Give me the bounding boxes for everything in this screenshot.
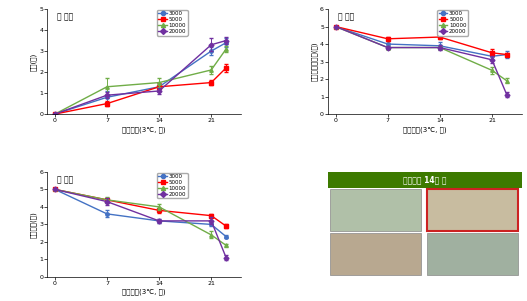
3000 — [104, 212, 110, 216]
10000 — [104, 85, 110, 88]
20000 — [208, 43, 214, 47]
Line: 20000: 20000 — [53, 39, 228, 116]
20000 — [385, 46, 391, 49]
Line: 5000: 5000 — [334, 25, 509, 56]
5000 — [104, 102, 110, 105]
10000 — [504, 79, 510, 82]
3000 — [489, 54, 495, 58]
10000 — [385, 46, 391, 49]
Line: 20000: 20000 — [53, 188, 228, 259]
10000 — [333, 25, 339, 28]
3000 — [385, 42, 391, 46]
20000 — [104, 93, 110, 97]
20000 — [208, 219, 214, 223]
5000 — [504, 53, 510, 56]
Bar — [328, 172, 522, 188]
20000 — [489, 58, 495, 62]
20000 — [333, 25, 339, 28]
3000 — [504, 53, 510, 56]
3000 — [52, 188, 58, 191]
3000 — [208, 222, 214, 226]
10000 — [52, 112, 58, 116]
5000 — [333, 25, 339, 28]
Line: 20000: 20000 — [334, 25, 509, 97]
10000 — [208, 68, 214, 72]
5000 — [104, 198, 110, 202]
20000 — [504, 93, 510, 97]
10000 — [104, 198, 110, 202]
20000 — [437, 46, 443, 49]
5000 — [489, 51, 495, 54]
20000 — [104, 200, 110, 203]
Bar — [427, 189, 518, 231]
X-axis label: 저장기간(3℃, 일): 저장기간(3℃, 일) — [122, 289, 166, 296]
Line: 3000: 3000 — [53, 188, 228, 238]
3000 — [223, 41, 229, 45]
5000 — [437, 35, 443, 39]
5000 — [208, 81, 214, 84]
10000 — [156, 81, 162, 84]
3000 — [52, 112, 58, 116]
20000 — [156, 219, 162, 223]
5000 — [223, 66, 229, 70]
5000 — [156, 85, 162, 88]
5000 — [156, 209, 162, 212]
10000 — [208, 233, 214, 237]
Line: 3000: 3000 — [334, 25, 509, 58]
Legend: 3000, 5000, 10000, 20000: 3000, 5000, 10000, 20000 — [437, 10, 468, 36]
X-axis label: 저장기간(3℃, 일): 저장기간(3℃, 일) — [403, 126, 447, 133]
20000 — [223, 39, 229, 42]
Text: 저온저장 14일 후: 저온저장 14일 후 — [403, 175, 447, 184]
Legend: 3000, 5000, 10000, 20000: 3000, 5000, 10000, 20000 — [157, 172, 188, 198]
5000 — [52, 112, 58, 116]
3000 — [208, 49, 214, 53]
10000 — [52, 188, 58, 191]
Line: 10000: 10000 — [334, 25, 509, 82]
Text: 병 재배: 병 재배 — [338, 12, 354, 21]
Legend: 3000, 5000, 10000, 20000: 3000, 5000, 10000, 20000 — [157, 10, 188, 36]
Line: 5000: 5000 — [53, 66, 228, 116]
Y-axis label: 이취(점): 이취(점) — [30, 52, 36, 71]
20000 — [223, 256, 229, 259]
Y-axis label: 다변색조직물리(점): 다변색조직물리(점) — [310, 42, 317, 81]
3000 — [437, 44, 443, 48]
Bar — [330, 189, 421, 231]
10000 — [437, 46, 443, 49]
10000 — [156, 205, 162, 209]
Line: 10000: 10000 — [53, 188, 228, 247]
3000 — [223, 235, 229, 238]
3000 — [156, 85, 162, 88]
Y-axis label: 종합선도(점): 종합선도(점) — [30, 211, 36, 238]
3000 — [104, 95, 110, 99]
Bar — [330, 233, 421, 275]
5000 — [385, 37, 391, 41]
20000 — [156, 89, 162, 93]
20000 — [52, 188, 58, 191]
Text: 병 재배: 병 재배 — [57, 12, 73, 21]
3000 — [333, 25, 339, 28]
10000 — [489, 69, 495, 72]
3000 — [156, 219, 162, 223]
X-axis label: 저장기간(3℃, 일): 저장기간(3℃, 일) — [122, 126, 166, 133]
10000 — [223, 244, 229, 247]
Text: 병 재배: 병 재배 — [57, 175, 73, 184]
5000 — [208, 214, 214, 217]
Line: 10000: 10000 — [53, 47, 228, 116]
20000 — [52, 112, 58, 116]
10000 — [223, 47, 229, 51]
Bar — [427, 233, 518, 275]
Line: 5000: 5000 — [53, 188, 228, 228]
5000 — [223, 224, 229, 228]
5000 — [52, 188, 58, 191]
Line: 3000: 3000 — [53, 41, 228, 116]
